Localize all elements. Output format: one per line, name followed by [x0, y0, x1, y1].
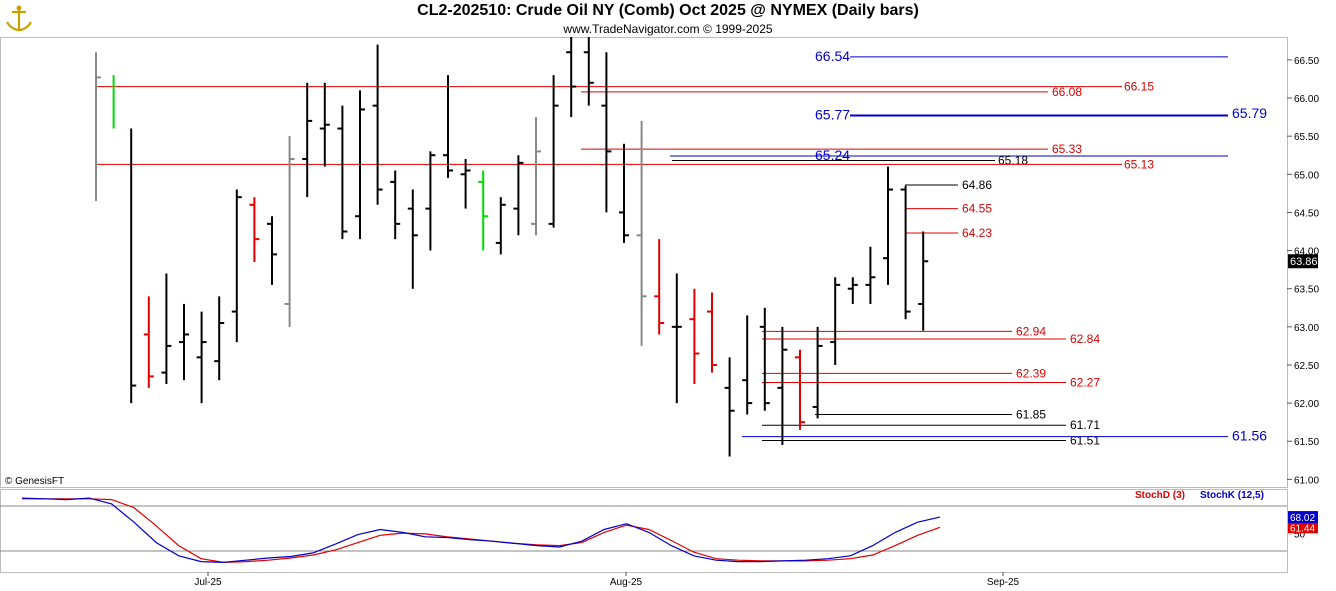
level-label: 62.94 [1016, 324, 1046, 338]
level-label: 61.85 [1016, 408, 1046, 422]
level-label: 65.79 [1232, 105, 1267, 121]
y-tick-label: 66.00 [1294, 94, 1319, 105]
price-panel [0, 37, 1288, 488]
y-tick-label: 64.00 [1294, 247, 1319, 258]
level-label: 61.71 [1070, 418, 1100, 432]
level-label: 62.84 [1070, 332, 1100, 346]
y-tick-label: 65.50 [1294, 132, 1319, 143]
y-tick-label: 66.50 [1294, 56, 1319, 67]
level-label: 66.08 [1052, 85, 1082, 99]
level-label: 61.56 [1232, 428, 1267, 444]
y-tick-label: 63.50 [1294, 285, 1319, 296]
level-label: 65.18 [998, 154, 1028, 168]
stoch-line [21, 497, 941, 564]
level-label: 66.15 [1124, 80, 1154, 94]
stoch-last-label: 61.44 [1290, 523, 1315, 534]
level-label: 64.23 [962, 226, 992, 240]
level-label: 65.24 [815, 147, 850, 163]
y-tick-label: 62.00 [1294, 399, 1319, 410]
stoch-last-box [1288, 521, 1318, 534]
y-tick-label: 62.50 [1294, 361, 1319, 372]
last-price-box [1288, 254, 1318, 269]
stoch-last-label: 68.02 [1290, 513, 1315, 524]
level-label: 66.54 [815, 48, 850, 64]
level-label: 61.51 [1070, 433, 1100, 447]
level-label: 62.39 [1016, 366, 1046, 380]
chart-subtitle: www.TradeNavigator.com © 1999-2025 [563, 22, 773, 36]
copyright-label: © GenesisFT [5, 476, 64, 487]
legend-stochd: StochD (3) [1135, 490, 1185, 501]
level-label: 64.55 [962, 202, 992, 216]
y-tick-label: 63.00 [1294, 323, 1319, 334]
y-tick-label: 61.00 [1294, 475, 1319, 486]
y-tick-label: 65.00 [1294, 170, 1319, 181]
y-tick-label: 64.50 [1294, 208, 1319, 219]
stoch-tick-label: 50 [1294, 530, 1306, 541]
level-label: 65.77 [815, 107, 850, 123]
chart-title: CL2-202510: Crude Oil NY (Comb) Oct 2025… [417, 2, 919, 19]
level-label: 65.33 [1052, 142, 1082, 156]
last-price-label: 63.86 [1290, 256, 1318, 268]
x-tick-label: Jul-25 [194, 577, 222, 588]
level-label: 65.13 [1124, 157, 1154, 171]
y-tick-label: 61.50 [1294, 437, 1319, 448]
x-axis-band [0, 573, 1287, 591]
stoch-last-box [1288, 511, 1318, 524]
level-label: 62.27 [1070, 376, 1100, 390]
level-label: 64.86 [962, 178, 992, 192]
trade-navigator-logo-icon [4, 3, 34, 35]
x-tick-label: Sep-25 [987, 577, 1020, 588]
x-tick-label: Aug-25 [610, 577, 643, 588]
legend-stochk: StochK (12,5) [1200, 490, 1264, 501]
